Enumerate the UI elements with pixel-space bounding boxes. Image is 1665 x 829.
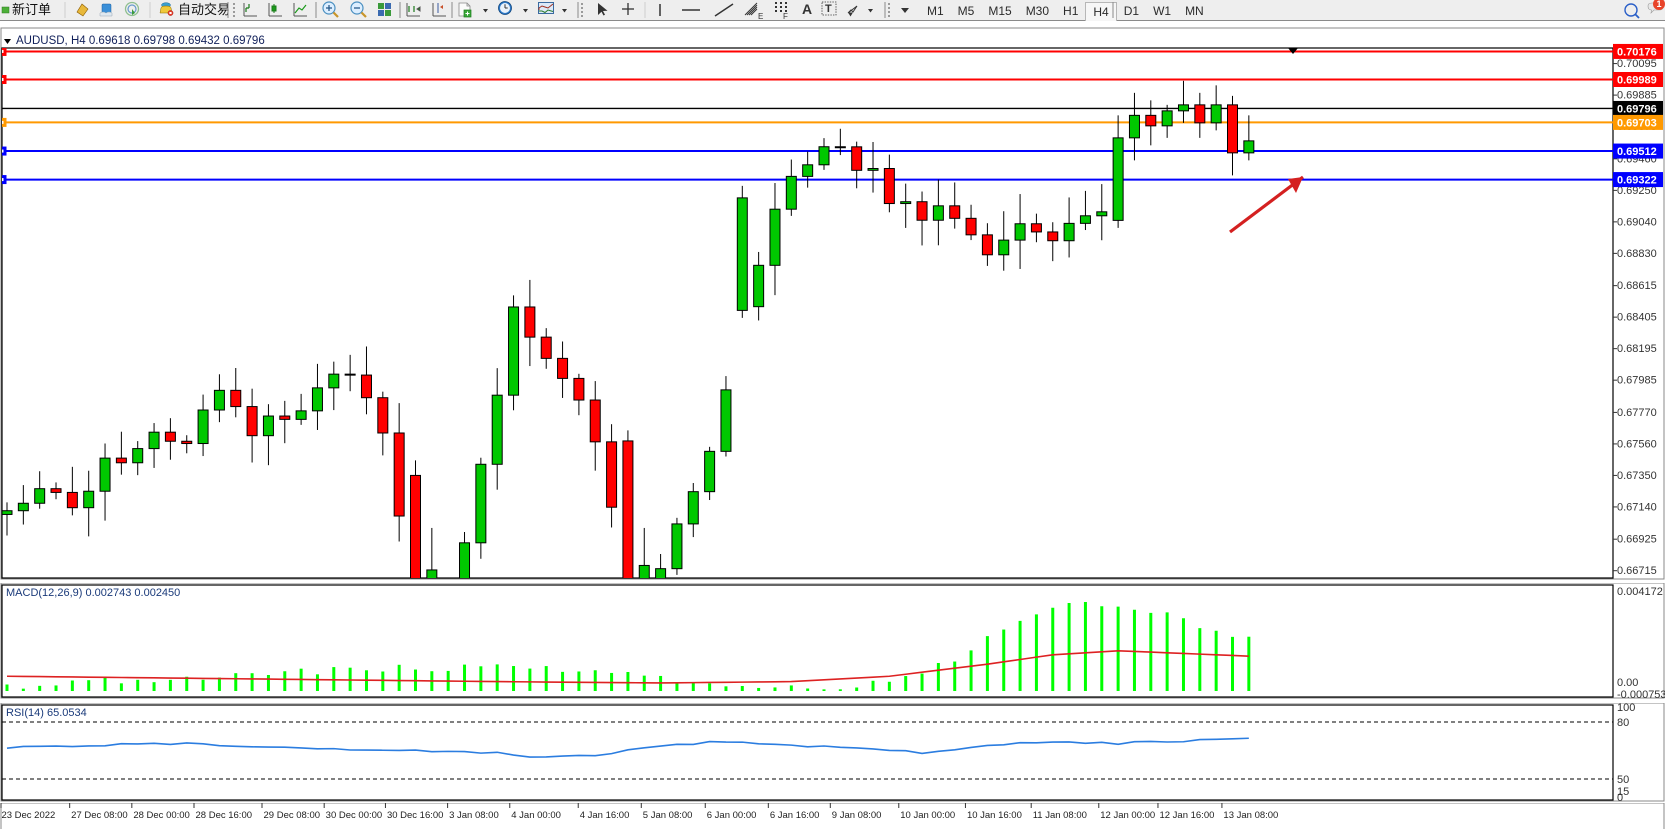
svg-text:10 Jan 00:00: 10 Jan 00:00 — [900, 810, 955, 821]
svg-text:0.67560: 0.67560 — [1617, 438, 1657, 450]
svg-text:30 Dec 00:00: 30 Dec 00:00 — [326, 810, 383, 821]
svg-text:29 Dec 08:00: 29 Dec 08:00 — [264, 810, 321, 821]
svg-text:100: 100 — [1617, 703, 1635, 714]
svg-text:-0.000753: -0.000753 — [1617, 689, 1665, 700]
svg-text:27 Dec 08:00: 27 Dec 08:00 — [71, 810, 128, 821]
svg-text:0.67350: 0.67350 — [1617, 470, 1657, 482]
svg-text:10 Jan 16:00: 10 Jan 16:00 — [967, 810, 1022, 821]
svg-text:28 Dec 00:00: 28 Dec 00:00 — [133, 810, 190, 821]
svg-text:11 Jan 08:00: 11 Jan 08:00 — [1033, 810, 1087, 821]
svg-text:0.67140: 0.67140 — [1617, 501, 1657, 513]
svg-text:6 Jan 00:00: 6 Jan 00:00 — [707, 810, 757, 821]
svg-text:13 Jan 08:00: 13 Jan 08:00 — [1223, 810, 1278, 821]
svg-text:4 Jan 00:00: 4 Jan 00:00 — [511, 810, 561, 821]
svg-text:RSI(14) 65.0534: RSI(14) 65.0534 — [6, 707, 87, 719]
svg-text:0.66925: 0.66925 — [1617, 534, 1657, 546]
svg-text:0.69322: 0.69322 — [1617, 175, 1657, 187]
svg-text:0.67985: 0.67985 — [1617, 375, 1657, 387]
svg-text:0.68405: 0.68405 — [1617, 312, 1657, 324]
svg-text:0.68615: 0.68615 — [1617, 280, 1657, 292]
svg-text:0.69989: 0.69989 — [1617, 75, 1657, 87]
svg-text:0.70095: 0.70095 — [1617, 58, 1657, 70]
svg-text:0.004172: 0.004172 — [1617, 586, 1663, 598]
svg-text:23 Dec 2022: 23 Dec 2022 — [1, 810, 55, 821]
svg-text:0.69512: 0.69512 — [1617, 146, 1657, 158]
svg-text:80: 80 — [1617, 717, 1629, 729]
svg-text:0.67770: 0.67770 — [1617, 407, 1657, 419]
svg-text:1: 1 — [1656, 0, 1661, 9]
svg-text:0.70176: 0.70176 — [1617, 46, 1657, 58]
svg-text:28 Dec 16:00: 28 Dec 16:00 — [196, 810, 253, 821]
svg-text:5 Jan 08:00: 5 Jan 08:00 — [643, 810, 693, 821]
svg-text:0.00: 0.00 — [1617, 677, 1638, 689]
svg-text:0: 0 — [1617, 792, 1623, 803]
svg-text:4 Jan 16:00: 4 Jan 16:00 — [580, 810, 630, 821]
svg-text:0.68830: 0.68830 — [1617, 248, 1657, 260]
svg-text:AUDUSD, H4 0.69618 0.69798 0.: AUDUSD, H4 0.69618 0.69798 0.69432 0.697… — [16, 35, 265, 47]
svg-text:9 Jan 08:00: 9 Jan 08:00 — [832, 810, 882, 821]
svg-text:12 Jan 00:00: 12 Jan 00:00 — [1100, 810, 1155, 821]
svg-text:3 Jan 08:00: 3 Jan 08:00 — [449, 810, 499, 821]
svg-text:0.66715: 0.66715 — [1617, 565, 1657, 577]
svg-text:30 Dec 16:00: 30 Dec 16:00 — [387, 810, 444, 821]
svg-text:0.69796: 0.69796 — [1617, 103, 1657, 115]
svg-text:6 Jan 16:00: 6 Jan 16:00 — [770, 810, 820, 821]
svg-text:0.69040: 0.69040 — [1617, 216, 1657, 228]
svg-text:0.68195: 0.68195 — [1617, 343, 1657, 355]
svg-text:0.69703: 0.69703 — [1617, 117, 1657, 129]
svg-text:50: 50 — [1617, 774, 1629, 786]
svg-text:0.69885: 0.69885 — [1617, 90, 1657, 102]
svg-text:12 Jan 16:00: 12 Jan 16:00 — [1159, 810, 1214, 821]
svg-text:MACD(12,26,9) 0.002743 0.00245: MACD(12,26,9) 0.002743 0.002450 — [6, 587, 180, 599]
